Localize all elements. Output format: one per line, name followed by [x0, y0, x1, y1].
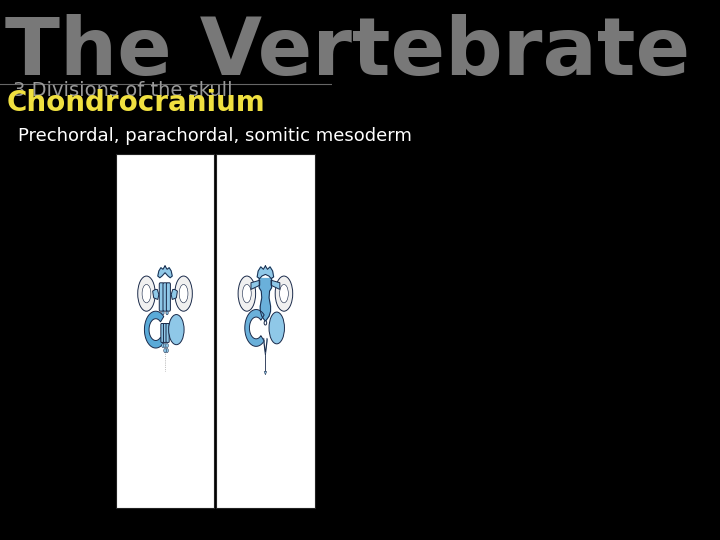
FancyBboxPatch shape — [161, 323, 164, 342]
Circle shape — [264, 321, 266, 325]
Polygon shape — [171, 289, 177, 300]
Polygon shape — [145, 311, 163, 348]
Text: Prechordal, parachordal, somitic mesoderm: Prechordal, parachordal, somitic mesoder… — [18, 127, 412, 145]
FancyBboxPatch shape — [166, 283, 171, 311]
FancyBboxPatch shape — [166, 323, 169, 342]
Circle shape — [162, 343, 164, 348]
Circle shape — [166, 348, 168, 353]
Polygon shape — [245, 309, 264, 346]
Ellipse shape — [243, 285, 251, 303]
FancyBboxPatch shape — [159, 283, 163, 311]
Ellipse shape — [269, 312, 284, 344]
Ellipse shape — [138, 276, 156, 311]
Ellipse shape — [142, 285, 151, 303]
Polygon shape — [264, 372, 266, 375]
Circle shape — [166, 311, 168, 315]
FancyBboxPatch shape — [216, 154, 315, 508]
Circle shape — [163, 343, 166, 348]
FancyBboxPatch shape — [163, 283, 167, 311]
Ellipse shape — [238, 276, 256, 311]
Polygon shape — [271, 280, 280, 289]
Ellipse shape — [275, 276, 293, 311]
Polygon shape — [158, 266, 172, 278]
Circle shape — [162, 311, 164, 315]
Polygon shape — [257, 266, 274, 279]
Circle shape — [163, 348, 166, 353]
Polygon shape — [153, 289, 159, 300]
Ellipse shape — [279, 285, 288, 303]
Polygon shape — [259, 279, 271, 321]
Circle shape — [166, 343, 168, 348]
Text: Chondrocranium: Chondrocranium — [6, 89, 266, 117]
Text: 3 Divisions of the skull: 3 Divisions of the skull — [13, 81, 233, 100]
FancyBboxPatch shape — [163, 323, 166, 342]
Ellipse shape — [179, 285, 188, 303]
Text: The Vertebrate Skull: The Vertebrate Skull — [5, 14, 720, 91]
Polygon shape — [251, 280, 260, 289]
Ellipse shape — [168, 314, 184, 345]
Polygon shape — [264, 338, 267, 356]
Ellipse shape — [175, 276, 192, 311]
FancyBboxPatch shape — [116, 154, 215, 508]
